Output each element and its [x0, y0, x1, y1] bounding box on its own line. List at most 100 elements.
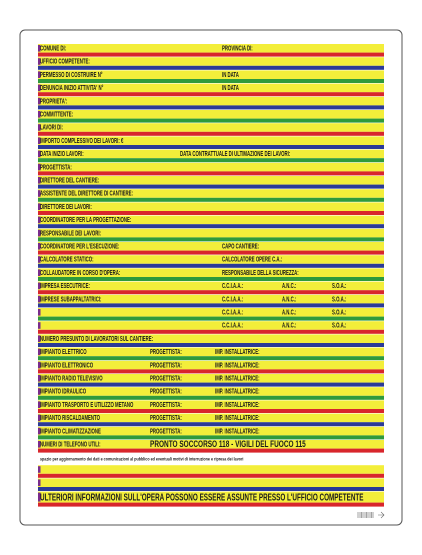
row-label: IMP. INSTALLATRICE: — [215, 428, 260, 435]
row-stripe — [38, 277, 384, 281]
row-stripe — [38, 395, 384, 400]
row-band — [38, 374, 384, 383]
row-marker — [38, 163, 41, 171]
row-stripe — [38, 171, 384, 176]
row-band — [38, 478, 384, 487]
row-band — [38, 347, 384, 357]
row-stripe — [38, 316, 384, 321]
row-label: CALCOLATORE STATICO: — [40, 257, 94, 264]
row-marker — [38, 361, 41, 369]
row-label: DIRETTORE DEL CANTIERE: — [40, 178, 99, 185]
row-label: DIRETTORE DEI LAVORI: — [40, 204, 92, 211]
row-marker — [38, 137, 41, 144]
row-label: IN DATA — [222, 85, 239, 92]
row-label: PROGETTISTA: — [40, 164, 72, 171]
row-stripe — [38, 369, 384, 374]
row-band — [38, 83, 384, 93]
row-band — [38, 123, 384, 132]
row-stripe — [38, 356, 384, 361]
row-stripe — [38, 237, 384, 242]
row-band — [38, 96, 384, 106]
row-stripe — [38, 79, 384, 83]
row-stripe — [38, 211, 384, 215]
row-label: IMP. INSTALLATRICE: — [215, 402, 260, 409]
row-label: S.O.A.: — [332, 310, 346, 317]
row-label: PROGETTISTA: — [150, 428, 182, 435]
row-label: S.O.A.: — [332, 323, 346, 330]
row-marker — [38, 84, 41, 92]
row-stripe — [38, 145, 384, 149]
row-marker — [38, 309, 41, 316]
row-stripe — [38, 158, 384, 163]
row-label: IMPIANTO TRASPORTO E UTILIZZO METANO — [40, 402, 134, 409]
row-band — [38, 57, 384, 66]
row-label: A.N.C.: — [282, 323, 296, 330]
sign-rows: COMUNE DI: PROVINCIA DI: UFFICIO COMPETENT… — [38, 44, 384, 507]
row-label: IMPRESE SUBAPPALTATRICI: — [40, 296, 101, 303]
row-marker — [38, 335, 41, 342]
row-label: PROGETTISTA: — [150, 389, 182, 396]
row-band — [38, 281, 384, 291]
row-label: C.C.I.A.A.: — [222, 283, 243, 290]
row-label: COORDINATORE PER LA PROGETTAZIONE: — [40, 217, 131, 224]
row-band — [38, 294, 384, 304]
row-marker — [38, 388, 41, 395]
row-label: A.N.C.: — [282, 283, 296, 290]
row-stripe — [38, 343, 384, 347]
row-stripe — [38, 118, 384, 123]
row-label: DATA INIZIO LAVORI: — [40, 151, 84, 158]
row-label: COMUNE DI: — [40, 46, 66, 53]
row-label: PROGETTISTA: — [150, 402, 182, 409]
row-label: UFFICIO COMPETENTE: — [40, 59, 90, 66]
row-label: COMMITTENTE: — [40, 112, 73, 119]
row-marker — [38, 243, 41, 250]
row-band — [38, 321, 384, 330]
row-marker — [38, 414, 41, 422]
row-label: PROVINCIA DI: — [222, 46, 253, 53]
row-label: NUMERO PRESUNTO DI LAVORATORI SUL CANTIE… — [40, 336, 153, 343]
row-band — [38, 70, 384, 79]
row-marker — [38, 322, 41, 329]
row-marker — [38, 97, 41, 105]
row-label: DATA CONTRATTUALE DI ULTIMAZIONE DEI LAV… — [180, 151, 290, 158]
row-label: PERMESSO DI COSTRUIRE N° — [40, 72, 103, 79]
row-label: S.O.A.: — [332, 283, 346, 290]
row-stripe — [38, 409, 384, 413]
row-label: IMPIANTO RADIO TELEVISIVO — [40, 376, 103, 383]
row-label: IMP. INSTALLATRICE: — [215, 362, 260, 369]
row-label: ASSISTENTE DEL DIRETTORE DI CANTIERE: — [40, 191, 133, 198]
row-marker — [38, 256, 41, 263]
row-label: C.C.I.A.A.: — [222, 323, 243, 330]
row-stripe — [38, 52, 384, 57]
row-label: RESPONSABILE DELLA SICUREZZA: — [222, 270, 299, 277]
row-label: IMP. INSTALLATRICE: — [215, 376, 260, 383]
row-marker — [38, 348, 41, 356]
row-stripe — [38, 329, 384, 334]
row-label: IMP. INSTALLATRICE: — [215, 349, 260, 356]
row-label: COLLAUDATORE IN CORSO D'OPERA: — [40, 270, 120, 277]
row-stripe — [38, 197, 384, 202]
row-band — [38, 215, 384, 225]
row-band — [38, 202, 384, 211]
row-stripe — [38, 184, 384, 189]
row-band — [38, 426, 384, 436]
row-stripe — [38, 382, 384, 387]
row-label: PROGETTISTA: — [150, 349, 182, 356]
row-marker — [38, 216, 41, 224]
row-stripe — [38, 290, 384, 295]
row-band — [38, 176, 384, 185]
row-label: IMP. INSTALLATRICE: — [215, 415, 260, 422]
row-marker — [38, 282, 41, 290]
row-label: S.O.A.: — [332, 296, 346, 303]
row-marker — [38, 71, 41, 78]
row-label: PROGETTISTA: — [150, 376, 182, 383]
row-label: spazio per aggiornamento dei dati e comu… — [40, 456, 243, 462]
row-label: DENUNCIA INIZIO ATTIVITA' N° — [40, 85, 104, 92]
row-stripe — [38, 263, 384, 268]
row-band — [38, 255, 384, 264]
row-label: NUMERI DI TELEFONO UTILI: — [40, 442, 101, 449]
row-label: IMPIANTO ELETTRICO — [40, 349, 87, 356]
footer-band — [38, 491, 384, 503]
row-marker — [38, 45, 41, 52]
